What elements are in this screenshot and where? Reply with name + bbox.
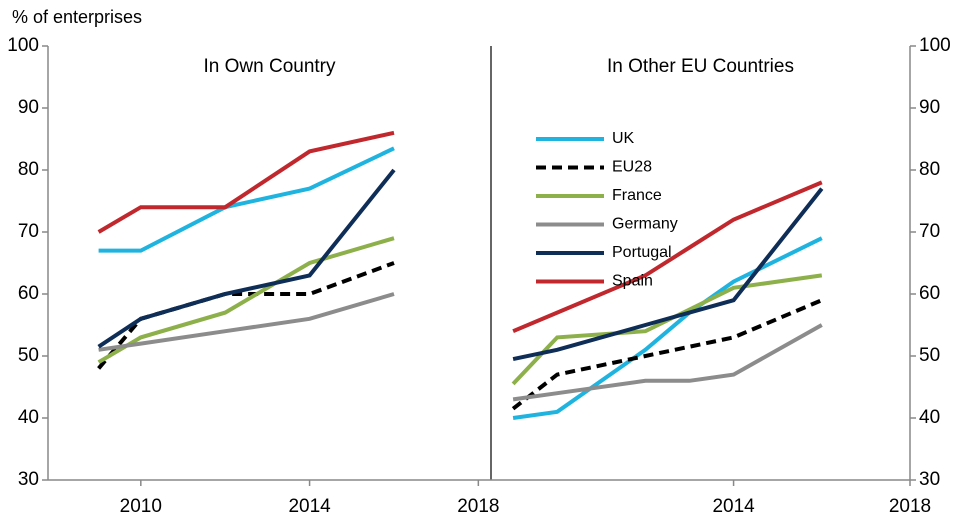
y-tick-label: 40 xyxy=(18,407,39,428)
panel-title: In Own Country xyxy=(204,56,336,77)
y-tick-label: 100 xyxy=(919,35,951,56)
y-tick-label: 70 xyxy=(919,221,940,242)
x-tick-label: 2018 xyxy=(889,496,931,517)
series-line: EU28 xyxy=(511,298,823,411)
x-tick-label: 2010 xyxy=(120,496,162,517)
y-tick-label: 50 xyxy=(919,345,940,366)
y-tick-label: 70 xyxy=(18,221,39,242)
legend-label: Spain xyxy=(612,273,653,290)
series-line: EU28 xyxy=(97,261,395,370)
panel-title: In Other EU Countries xyxy=(607,56,794,77)
series-line: UK xyxy=(512,236,823,420)
legend-label: Portugal xyxy=(612,244,672,261)
y-tick-label: 90 xyxy=(18,97,39,118)
series-line: Portugal xyxy=(97,168,396,349)
x-tick-label: 2018 xyxy=(457,496,499,517)
legend-label: UK xyxy=(612,130,635,147)
series-line: Portugal xyxy=(512,187,824,362)
y-tick-label: 60 xyxy=(18,283,39,304)
y-tick-label: 30 xyxy=(919,469,940,490)
series-line: Spain xyxy=(97,130,395,234)
series-line: Germany xyxy=(512,323,823,402)
y-tick-label: 60 xyxy=(919,283,940,304)
legend-label: Germany xyxy=(612,216,678,233)
y-tick-label: 80 xyxy=(919,159,940,180)
series-line: Spain xyxy=(512,180,823,334)
series-line: UK xyxy=(98,146,395,253)
legend-label: France xyxy=(612,187,662,204)
x-tick-label: 2014 xyxy=(288,496,331,517)
y-tick-label: 100 xyxy=(7,35,39,56)
series-line: Germany xyxy=(98,292,395,352)
x-tick-label: 2014 xyxy=(712,496,755,517)
y-tick-label: 90 xyxy=(919,97,940,118)
y-tick-label: 80 xyxy=(18,159,39,180)
legend-label: EU28 xyxy=(612,159,652,176)
y-tick-label: 50 xyxy=(18,345,39,366)
y-tick-label: 40 xyxy=(919,407,940,428)
y-axis-label: % of enterprises xyxy=(12,7,142,27)
y-tick-label: 30 xyxy=(18,469,39,490)
